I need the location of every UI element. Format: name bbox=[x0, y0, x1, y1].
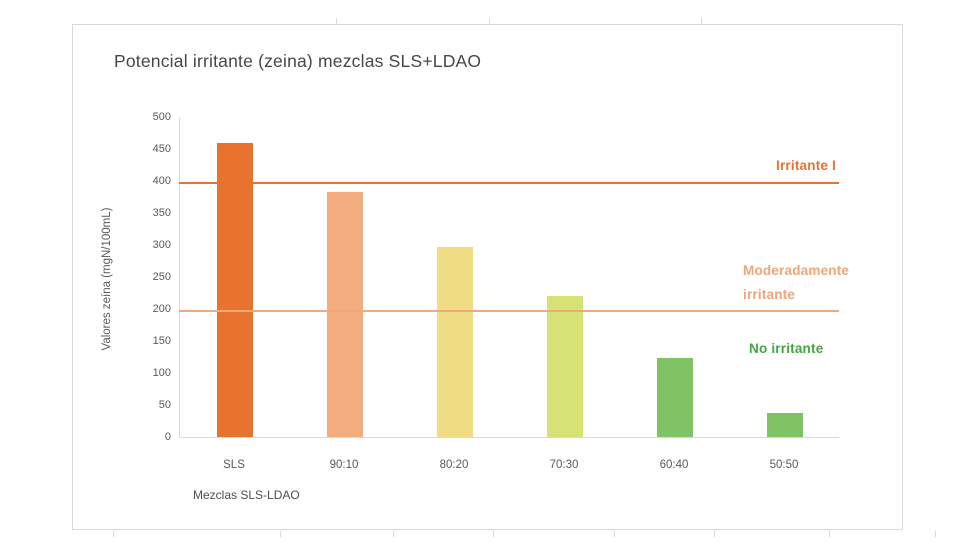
spreadsheet-gridline-tick bbox=[113, 531, 114, 537]
x-axis-title: Mezclas SLS-LDAO bbox=[193, 488, 300, 502]
spreadsheet-gridline-tick bbox=[935, 531, 936, 537]
y-tick-label-400: 400 bbox=[152, 175, 171, 187]
bar-80-20 bbox=[437, 246, 473, 437]
x-tick-label-90-10: 90:10 bbox=[329, 459, 359, 471]
y-tick-label-300: 300 bbox=[152, 239, 171, 251]
y-tick-label-200: 200 bbox=[152, 303, 171, 315]
spreadsheet-gridline-tick bbox=[393, 531, 394, 537]
x-tick-label-80-20: 80:20 bbox=[439, 459, 469, 471]
y-axis-title: Valores zeína (mgN/100mL) bbox=[101, 207, 113, 351]
chart-title: Potencial irritante (zeina) mezclas SLS+… bbox=[114, 51, 482, 71]
bar-70-30 bbox=[547, 296, 583, 437]
plot-area bbox=[179, 118, 839, 438]
spreadsheet-gridline-tick bbox=[829, 531, 830, 537]
y-tick-label-0: 0 bbox=[164, 431, 171, 443]
y-tick-label-100: 100 bbox=[152, 367, 171, 379]
bar-60-40 bbox=[657, 357, 693, 437]
spreadsheet-gridline-tick bbox=[489, 18, 490, 24]
x-tick-label-SLS: SLS bbox=[223, 459, 245, 471]
x-tick-label-50-50: 50:50 bbox=[769, 459, 799, 471]
reference-line-400 bbox=[179, 182, 839, 184]
chart-card: Potencial irritante (zeina) mezclas SLS+… bbox=[72, 24, 903, 530]
annotation-moderadamente-irritante: Moderadamente irritante bbox=[743, 263, 850, 302]
y-tick-label-250: 250 bbox=[152, 271, 171, 283]
spreadsheet-gridline-tick bbox=[280, 531, 281, 537]
y-tick-label-150: 150 bbox=[152, 335, 171, 347]
y-tick-label-450: 450 bbox=[152, 143, 171, 155]
annotation-no-irritante: No irritante bbox=[749, 341, 824, 356]
bar-50-50 bbox=[767, 412, 803, 437]
x-tick-label-60-40: 60:40 bbox=[659, 459, 689, 471]
spreadsheet-gridline-tick bbox=[701, 18, 702, 24]
reference-line-200 bbox=[179, 310, 839, 312]
x-tick-label-70-30: 70:30 bbox=[549, 459, 579, 471]
spreadsheet-gridline-tick bbox=[714, 531, 715, 537]
spreadsheet-gridline-tick bbox=[614, 531, 615, 537]
annotation-irritante-i: Irritante I bbox=[776, 158, 836, 173]
spreadsheet-gridline-tick bbox=[336, 18, 337, 24]
bar-SLS bbox=[217, 142, 253, 437]
y-tick-label-50: 50 bbox=[158, 399, 171, 411]
y-tick-label-500: 500 bbox=[152, 111, 171, 123]
y-tick-label-350: 350 bbox=[152, 207, 171, 219]
bar-90-10 bbox=[327, 191, 363, 437]
spreadsheet-gridline-tick bbox=[493, 531, 494, 537]
